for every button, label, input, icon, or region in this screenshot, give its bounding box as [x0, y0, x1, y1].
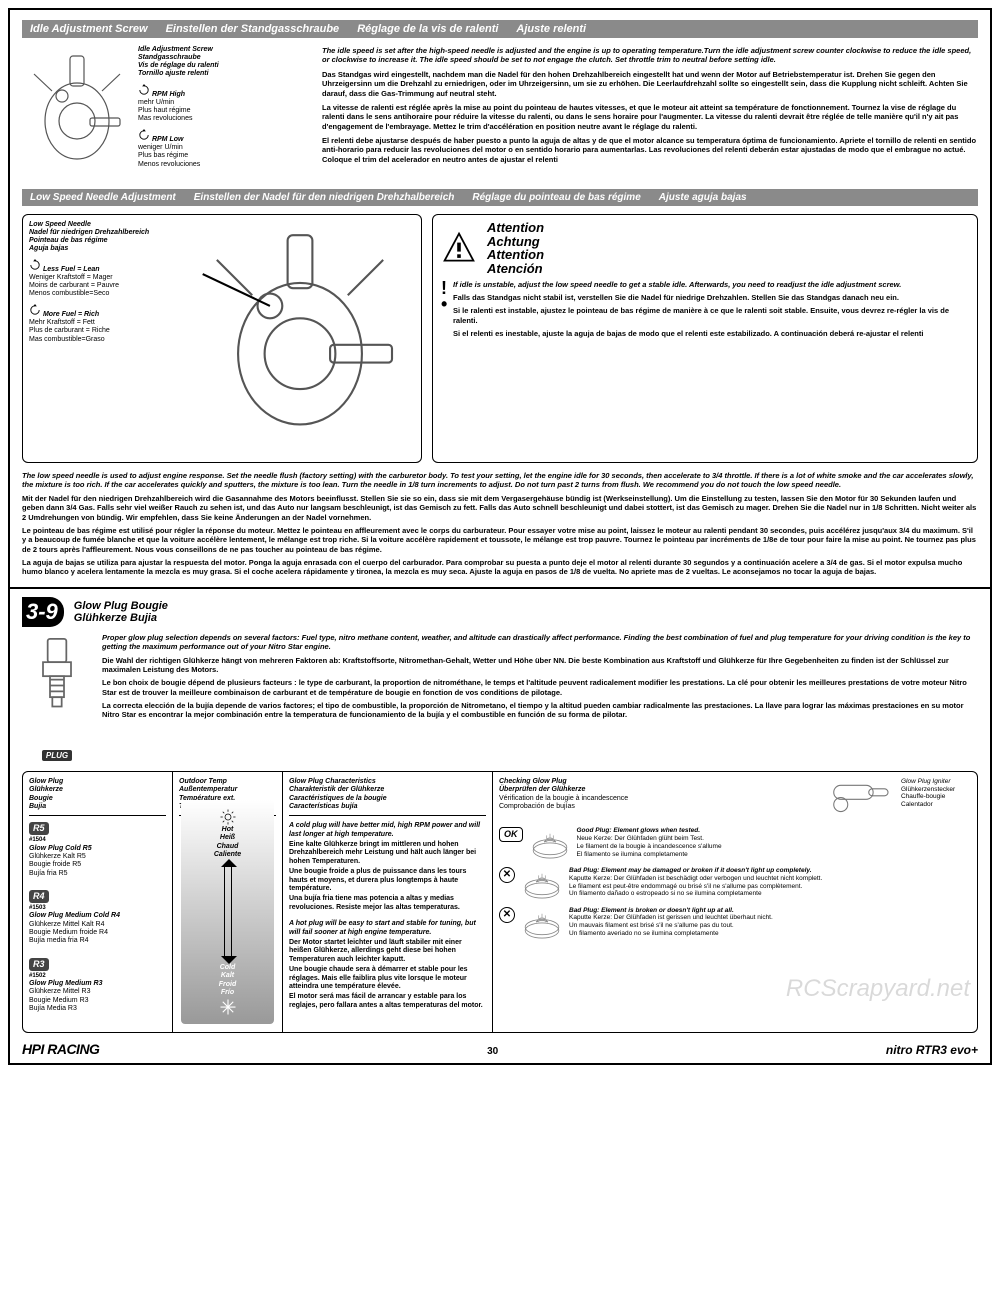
characteristic-group: A hot plug will be easy to start and sta…	[289, 920, 486, 1010]
hpi-logo: HPI RACING	[22, 1041, 99, 1057]
section-header-glowplug: 3-9 Glow Plug Bougie Glühkerze Bujia	[22, 597, 978, 627]
hot-label: Hot Heiß Chaud Caliente	[214, 826, 241, 860]
glowplug-illustration: PLUG	[22, 633, 92, 763]
idle-body-text: The idle speed is set after the high-spe…	[322, 46, 978, 181]
bar-label: Ajuste relenti	[516, 23, 586, 35]
rotate-cw-icon	[29, 259, 41, 271]
section-bar-idle: Idle Adjustment Screw Einstellen der Sta…	[22, 20, 978, 38]
more-fuel-group: More Fuel = Rich Mehr Kraftstoff = Fett …	[29, 304, 179, 343]
diagram-title: Idle Adjustment Screw Standgasschraube V…	[138, 46, 219, 78]
plug-badge: R5	[29, 822, 49, 835]
page-number: 30	[487, 1046, 498, 1057]
rpm-high-group: RPM High mehr U/min Plus haut régime Mas…	[138, 84, 219, 123]
bar-label: Réglage du pointeau de bas régime	[472, 192, 640, 203]
rotate-cw-icon	[138, 84, 150, 96]
plug-entry: R5 #1504 Glow Plug Cold R5 Glühkerze Kal…	[29, 822, 166, 878]
glowplug-table: Glow Plug Glühkerze Bougie Bujia R5 #150…	[22, 771, 978, 1033]
rpm-low-group: RPM Low weniger U/min Plus bas régime Me…	[138, 129, 219, 168]
bar-label: Idle Adjustment Screw	[30, 23, 148, 35]
snowflake-icon	[219, 998, 237, 1016]
cold-label: Cold Kalt Froid Frío	[219, 964, 237, 998]
igniter-label: Glow Plug Igniter Glühkerzenstecker Chau…	[901, 778, 971, 822]
lowspeed-full-text: The low speed needle is used to adjust e…	[22, 471, 978, 577]
bar-label: Einstellen der Nadel für den niedrigen D…	[194, 192, 455, 203]
attention-titles: Attention Achtung Attention Atención	[487, 221, 544, 276]
less-fuel-group: Less Fuel = Lean Weniger Kraftstoff = Ma…	[29, 259, 179, 298]
section-title: Glühkerze Bujia	[74, 612, 168, 624]
model-logo: nitro RTR3 evo+	[886, 1043, 978, 1057]
plug-coil-icon	[529, 827, 571, 861]
x-badge: ✕	[499, 907, 515, 923]
glowplug-intro-text: Proper glow plug selection depends on se…	[102, 633, 978, 763]
col-head-check: Checking Glow Plug Überprüfen der Glühke…	[499, 778, 819, 816]
igniter-icon	[825, 778, 895, 818]
plug-check-row: ✕ Bad Plug: Element is broken or doesn't…	[499, 907, 971, 941]
ok-badge: OK	[499, 827, 523, 842]
attention-box: Attention Achtung Attention Atención !• …	[432, 214, 978, 463]
characteristic-group: A cold plug will have better mid, high R…	[289, 822, 486, 912]
sun-icon	[219, 808, 237, 826]
page-footer: HPI RACING 30 nitro RTR3 evo+	[22, 1041, 978, 1057]
plug-coil-icon	[521, 907, 563, 941]
col-head-plug: Glow Plug Glühkerze Bougie Bujia	[29, 778, 166, 817]
diagram-title: Low Speed Needle Nadel für niedrigen Dre…	[29, 221, 179, 253]
plug-entry: R3 #1502 Glow Plug Medium R3 Glühkerze M…	[29, 958, 166, 1014]
plug-partnum: #1504	[29, 837, 46, 843]
exclamation-icon: !•	[441, 280, 447, 343]
col-head-char: Glow Plug Characteristics Charakteristik…	[289, 778, 486, 817]
bar-label: Low Speed Needle Adjustment	[30, 192, 176, 203]
section-title: Glow Plug Bougie	[74, 600, 168, 612]
plug-badge: R3	[29, 958, 49, 971]
carburetor-icon	[185, 221, 415, 451]
x-badge: ✕	[499, 867, 515, 883]
plug-coil-icon	[521, 867, 563, 901]
lowspeed-diagram: Low Speed Needle Nadel für niedrigen Dre…	[22, 214, 422, 463]
section-divider	[10, 587, 990, 589]
plug-entry: R4 #1503 Glow Plug Medium Cold R4 Glühke…	[29, 890, 166, 946]
plug-check-row: OK Good Plug: Element glows when tested.…	[499, 827, 971, 861]
temperature-gradient: Hot Heiß Chaud Caliente Cold Kalt Froid …	[181, 800, 274, 1024]
rotate-ccw-icon	[138, 129, 150, 141]
section-number-badge: 3-9	[22, 597, 64, 627]
plug-check-row: ✕ Bad Plug: Element may be damaged or br…	[499, 867, 971, 901]
temp-arrow-icon	[224, 865, 232, 958]
plug-badge: R4	[29, 890, 49, 903]
carburetor-icon	[22, 46, 132, 176]
warning-icon	[441, 230, 477, 266]
section-bar-lowspeed: Low Speed Needle Adjustment Einstellen d…	[22, 189, 978, 206]
bar-label: Einstellen der Standgasschraube	[166, 23, 340, 35]
bar-label: Ajuste aguja bajas	[659, 192, 747, 203]
plug-partnum: #1503	[29, 905, 46, 911]
bar-label: Réglage de la vis de ralenti	[357, 23, 498, 35]
powerplug-logo: PLUG	[42, 750, 72, 761]
rotate-ccw-icon	[29, 304, 41, 316]
plug-partnum: #1502	[29, 973, 46, 979]
idle-diagram: Idle Adjustment Screw Standgasschraube V…	[22, 46, 312, 181]
